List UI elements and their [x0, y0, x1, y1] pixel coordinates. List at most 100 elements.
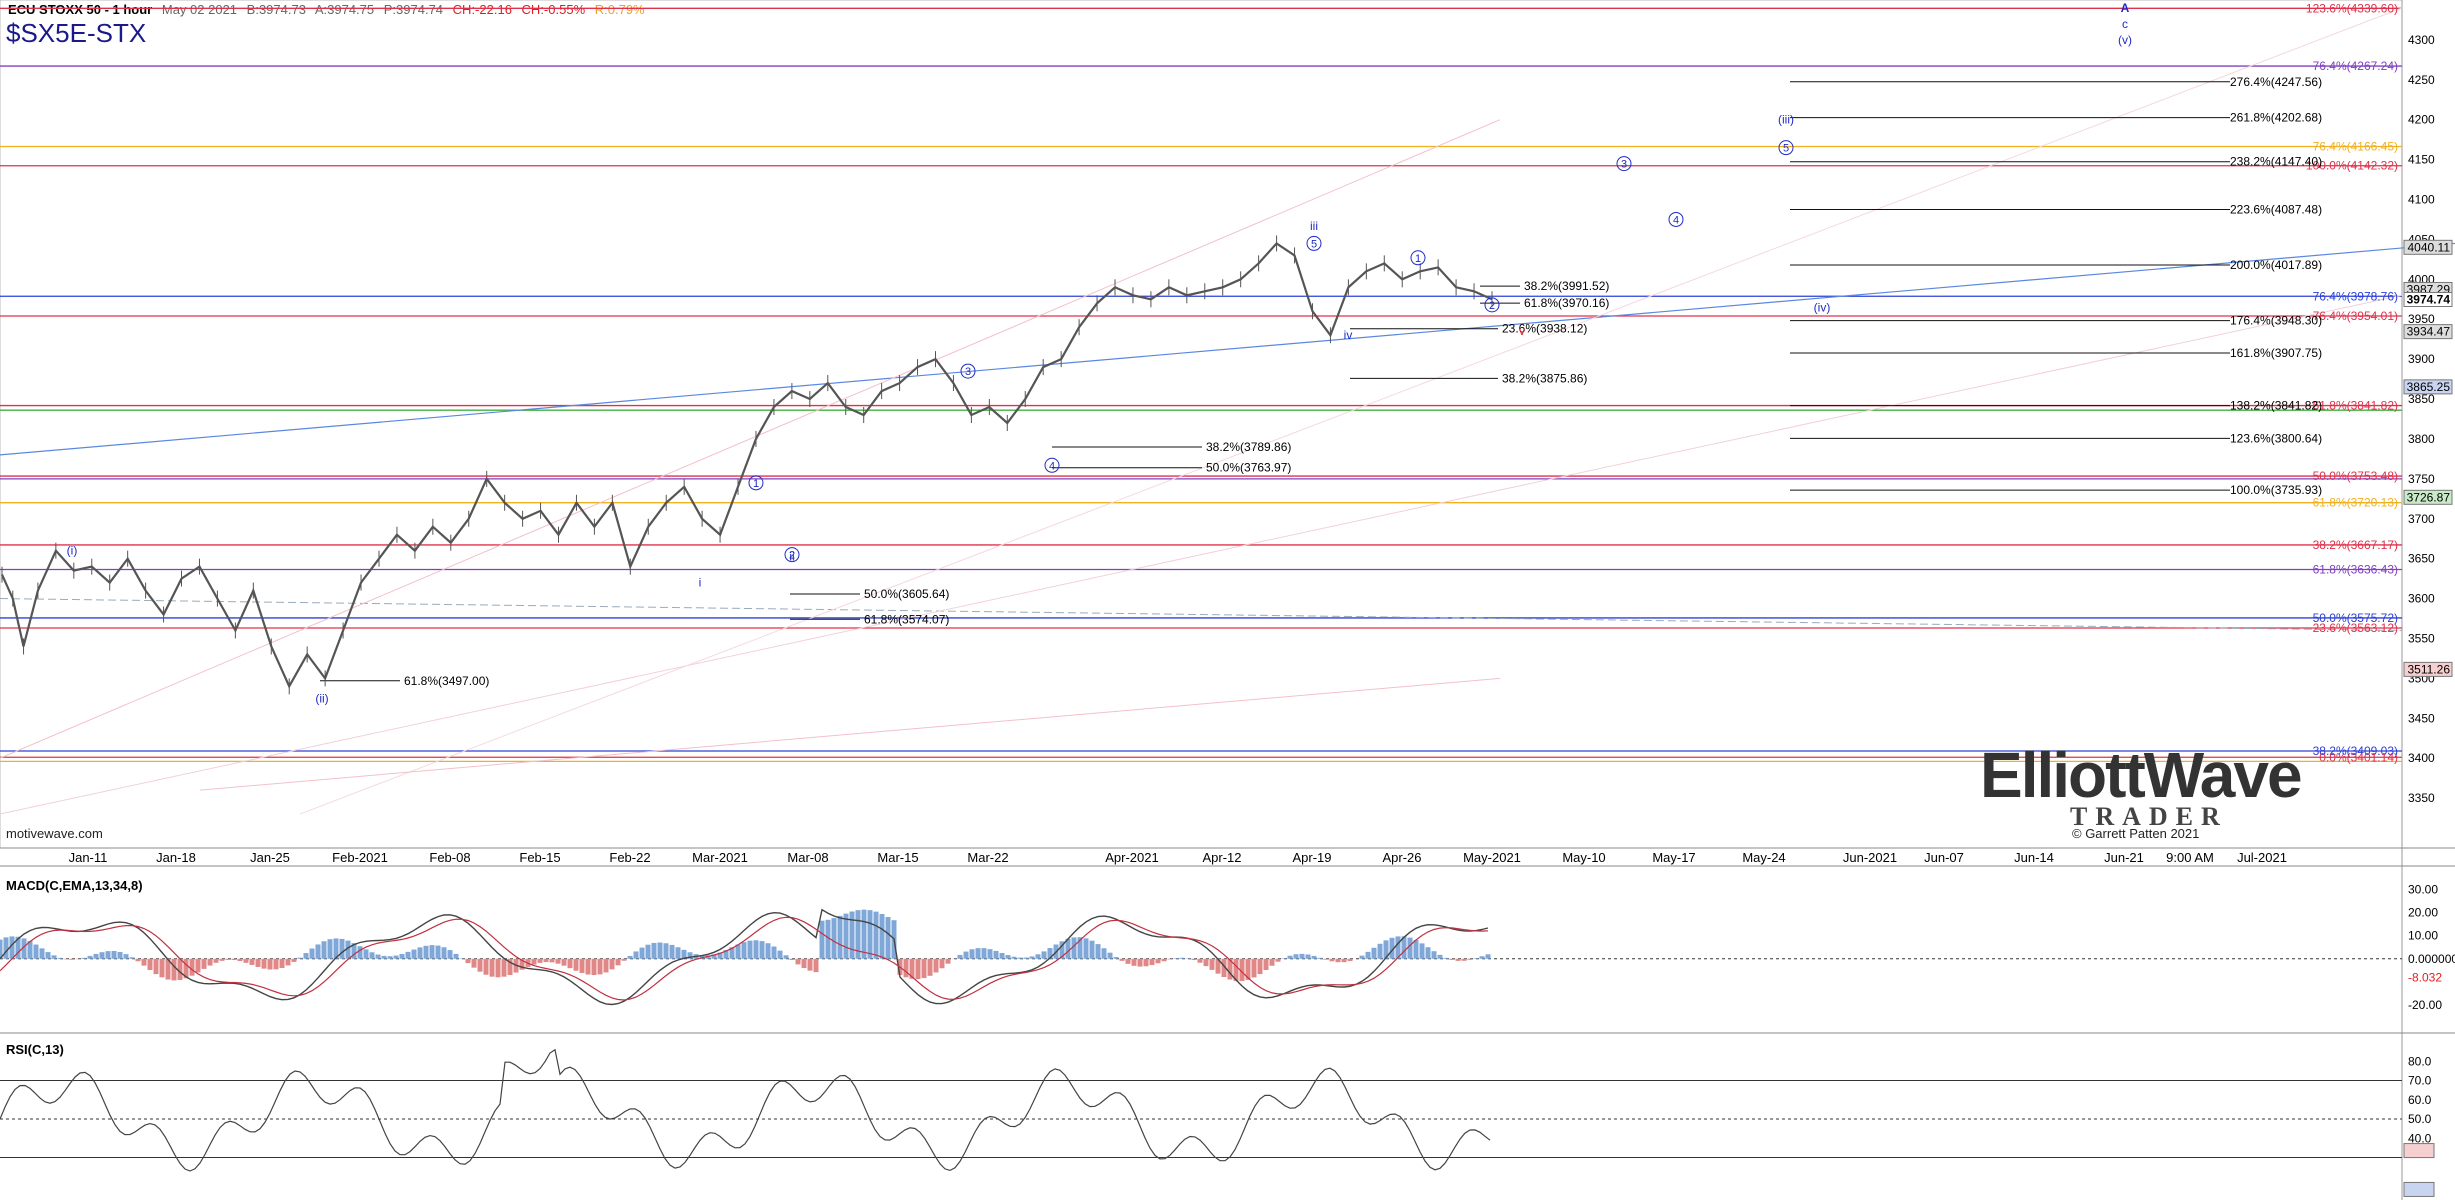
price-y-tick: 3550	[2408, 631, 2435, 645]
price-y-tick: 4250	[2408, 73, 2435, 87]
wave-label: 2	[1489, 300, 1495, 312]
instrument-title: ECU STOXX 50 - 1 hour	[8, 2, 153, 17]
x-tick-label: Feb-2021	[332, 850, 388, 865]
dashed-trendline	[0, 598, 2403, 631]
macd-y-tick: 30.00	[2408, 883, 2438, 897]
fib-label-right: 38.2%(3409.03)	[2313, 744, 2398, 758]
fib-projection-label: 23.6%(3938.12)	[1502, 322, 1587, 336]
fib-projection-label: 61.8%(3574.07)	[864, 612, 949, 626]
price-y-tick: 3650	[2408, 552, 2435, 566]
wave-label: A	[2121, 1, 2130, 15]
x-tick-label: Jul-2021	[2237, 850, 2287, 865]
price-y-tick: 3350	[2408, 791, 2435, 805]
wave-label: 1	[1415, 253, 1421, 265]
macd-y-tick: -8.032	[2408, 970, 2442, 984]
macd-y-tick: -20.00	[2408, 998, 2442, 1012]
price-y-tick: 3950	[2408, 312, 2435, 326]
wave-label-circle	[748, 475, 764, 491]
fib-label-right: 76.4%(3978.76)	[2313, 289, 2398, 303]
fib-projection-label: 176.4%(3948.30)	[2230, 314, 2322, 328]
fib-projection-label: 261.8%(4202.68)	[2230, 111, 2322, 125]
x-tick-label: Jun-21	[2104, 850, 2144, 865]
wave-label-circle	[784, 547, 800, 563]
x-tick-label: Feb-08	[429, 850, 470, 865]
x-tick-label: 9:00 AM	[2166, 850, 2214, 865]
macd-signal-line	[0, 916, 1489, 1001]
wave-label: (iv)	[1814, 300, 1831, 314]
x-tick-label: May-2021	[1463, 850, 1521, 865]
wave-label: 5	[1783, 143, 1789, 155]
wave-label: i	[699, 576, 702, 590]
fib-projection-label: 200.0%(4017.89)	[2230, 258, 2322, 272]
ask-label: A:3974.75	[314, 2, 375, 17]
fib-projection-label: 223.6%(4087.48)	[2230, 203, 2322, 217]
price-y-tick: 4150	[2408, 153, 2435, 167]
price-y-tick: 4200	[2408, 113, 2435, 127]
wave-label: 4	[1049, 460, 1055, 472]
price-y-tick: 3850	[2408, 392, 2435, 406]
wave-label: iv	[1344, 328, 1353, 342]
wave-label-circle	[1410, 250, 1426, 266]
fib-label-right: 0.0%(3401.14)	[2319, 750, 2398, 764]
wave-label: 2	[789, 550, 795, 562]
fib-projection-label: 38.2%(3991.52)	[1524, 279, 1609, 293]
rsi-y-tick: 70.0	[2408, 1074, 2432, 1088]
fib-projection-label: 50.0%(3763.97)	[1206, 461, 1291, 475]
rsi-y-tick: 60.0	[2408, 1093, 2432, 1107]
elliottwave-logo: ElliottWave TRADER	[1980, 738, 2303, 840]
fib-projection-label: 50.0%(3605.64)	[864, 587, 949, 601]
price-y-tick: 3600	[2408, 592, 2435, 606]
fib-label-right: 50.0%(3753.48)	[2313, 469, 2398, 483]
price-y-tick: 3750	[2408, 472, 2435, 486]
x-tick-label: Mar-15	[877, 850, 918, 865]
price-y-tick: 4300	[2408, 33, 2435, 47]
x-tick-label: Jun-07	[1924, 850, 1964, 865]
x-tick-label: Mar-22	[967, 850, 1008, 865]
x-tick-label: Feb-15	[519, 850, 560, 865]
price-box	[2403, 379, 2453, 395]
channel-line	[0, 294, 2403, 815]
fib-label-right: 76.4%(3954.01)	[2313, 309, 2398, 323]
x-tick-label: Apr-12	[1202, 850, 1241, 865]
change-label: CH:-22.16	[452, 2, 512, 17]
price-box	[2403, 239, 2453, 255]
price-y-tick: 3900	[2408, 352, 2435, 366]
x-tick-label: Mar-2021	[692, 850, 748, 865]
fib-label-right: 61.8%(3636.43)	[2313, 562, 2398, 576]
x-tick-label: Jan-18	[156, 850, 196, 865]
wave-label-circle	[1778, 140, 1794, 156]
x-tick-label: Apr-19	[1292, 850, 1331, 865]
x-tick-label: Jan-11	[69, 850, 108, 865]
fib-label-right: 61.8%(3720.13)	[2313, 496, 2398, 510]
watermark: motivewave.com	[6, 826, 103, 841]
price-y-tick: 3700	[2408, 512, 2435, 526]
fib-projection-label: 238.2%(4147.40)	[2230, 155, 2322, 169]
wave-label-circle	[1044, 457, 1060, 473]
fib-projection-label: 161.8%(3907.75)	[2230, 346, 2322, 360]
wave-label-circle	[1484, 297, 1500, 313]
fib-label-right: 50.0%(3575.72)	[2313, 611, 2398, 625]
wave-label: 1	[753, 478, 759, 490]
x-tick-label: Apr-26	[1382, 850, 1421, 865]
wave-label: c	[2122, 17, 2128, 31]
range-label: R:0.79%	[594, 2, 645, 17]
rsi-line	[0, 1048, 1491, 1172]
channel-line	[199, 677, 1501, 791]
macd-y-tick: 20.00	[2408, 906, 2438, 920]
wave-label: 4	[1673, 214, 1679, 226]
wave-label: (iii)	[1778, 113, 1794, 127]
fib-projection-label: 61.8%(3497.00)	[404, 674, 489, 688]
wave-label: ii	[789, 549, 794, 563]
price-box	[2403, 489, 2453, 505]
fib-label-right: 38.2%(3667.17)	[2313, 538, 2398, 552]
price-y-tick: 4100	[2408, 193, 2435, 207]
price-y-tick: 3450	[2408, 711, 2435, 725]
change-pct-label: CH:-0.55%	[521, 2, 586, 17]
x-tick-label: Jun-14	[2014, 850, 2054, 865]
price-box-label: 3511.26	[2408, 662, 2451, 676]
macd-y-tick: 0.000000	[2408, 952, 2455, 966]
price-box-label: 3974.74	[2407, 292, 2451, 306]
wave-label: (ii)	[315, 691, 328, 705]
price-box	[2403, 661, 2453, 677]
